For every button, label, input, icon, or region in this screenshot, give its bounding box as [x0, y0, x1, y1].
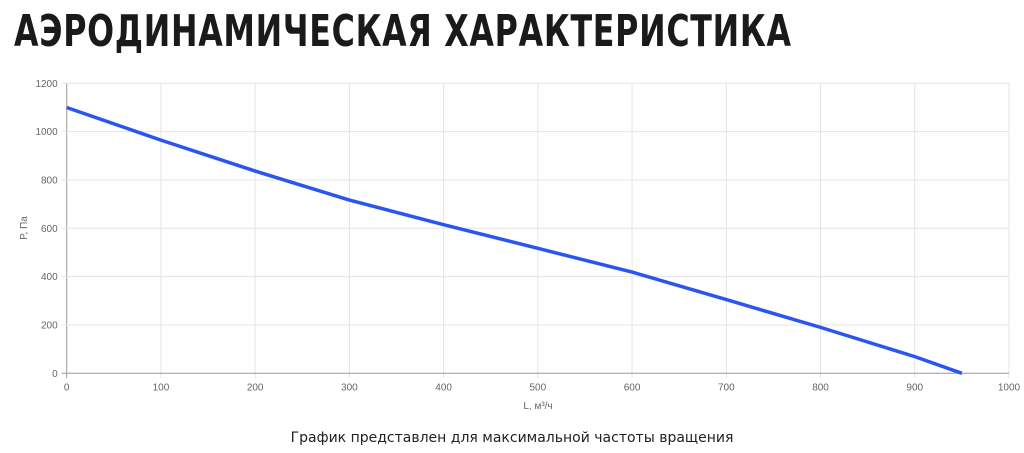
y-tick-label: 800 [41, 175, 58, 186]
x-tick-label: 400 [435, 382, 452, 393]
x-tick-label: 800 [812, 382, 829, 393]
x-tick-label: 1000 [998, 382, 1021, 393]
y-tick-label: 400 [41, 272, 58, 283]
x-tick-label: 100 [153, 382, 170, 393]
x-tick-label: 300 [341, 382, 358, 393]
y-tick-label: 1200 [35, 79, 58, 90]
y-tick-label: 200 [41, 320, 58, 331]
y-tick-label: 0 [52, 369, 58, 380]
y-tick-label: 1000 [35, 127, 58, 138]
x-tick-label: 0 [64, 382, 70, 393]
x-axis-label: L, м³/ч [523, 401, 552, 412]
x-tick-label: 700 [718, 382, 735, 393]
x-tick-label: 600 [624, 382, 641, 393]
x-tick-label: 500 [530, 382, 547, 393]
y-axis-label: P, Па [19, 216, 30, 240]
series-line [66, 105, 963, 375]
page-title: АЭРОДИНАМИЧЕСКАЯ ХАРАКТЕРИСТИКА [14, 6, 792, 57]
x-tick-label: 900 [906, 382, 923, 393]
x-tick-label: 200 [247, 382, 264, 393]
chart-caption: График представлен для максимальной част… [290, 430, 734, 446]
y-tick-label: 600 [41, 224, 58, 235]
